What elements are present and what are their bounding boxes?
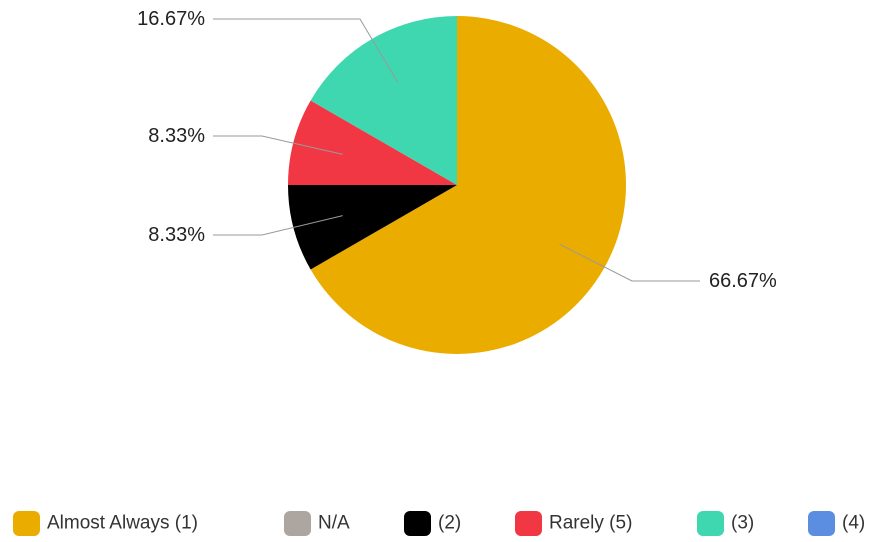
leader-line-3: [213, 18, 399, 83]
slice-label-3: 16.67%: [137, 8, 205, 30]
legend-item-rarely-5[interactable]: Rarely (5): [515, 511, 632, 536]
legend-item-2[interactable]: (2): [404, 511, 461, 536]
slice-label-almost-always-1: 66.67%: [709, 270, 777, 292]
slice-label-2: 8.33%: [148, 224, 205, 246]
legend-label-n-a: N/A: [318, 513, 350, 534]
legend-item-4[interactable]: (4): [808, 511, 865, 536]
pie-slice-3[interactable]: [310, 16, 457, 185]
leader-line-2: [213, 215, 343, 236]
slice-label-rarely-5: 8.33%: [148, 125, 205, 147]
legend-swatch-rarely-5: [515, 511, 542, 536]
pie-slice-rarely-5[interactable]: [288, 100, 457, 185]
leader-line-rarely-5: [213, 135, 343, 155]
legend-label-2: (2): [438, 513, 461, 534]
legend-swatch-3: [697, 511, 724, 536]
legend-swatch-4: [808, 511, 835, 536]
legend: Almost Always (1) N/A (2) Rarely (5) (3) (4): [13, 511, 865, 536]
slice-labels: 66.67% 8.33% 8.33% 16.67%: [137, 8, 777, 292]
legend-item-almost-always-1[interactable]: Almost Always (1): [13, 511, 198, 536]
legend-swatch-n-a: [284, 511, 311, 536]
legend-label-4: (4): [842, 513, 865, 534]
legend-swatch-almost-always-1: [13, 511, 40, 536]
leader-line-almost-always-1: [559, 243, 700, 282]
legend-label-almost-always-1: Almost Always (1): [47, 513, 198, 534]
legend-swatch-2: [404, 511, 431, 536]
legend-item-3[interactable]: (3): [697, 511, 754, 536]
pie-slices: [288, 16, 627, 354]
pie-slice-2[interactable]: [288, 185, 457, 270]
pie-slice-almost-always-1[interactable]: [310, 16, 627, 354]
legend-label-3: (3): [731, 513, 754, 534]
legend-label-rarely-5: Rarely (5): [549, 513, 632, 534]
legend-item-n-a[interactable]: N/A: [284, 511, 350, 536]
